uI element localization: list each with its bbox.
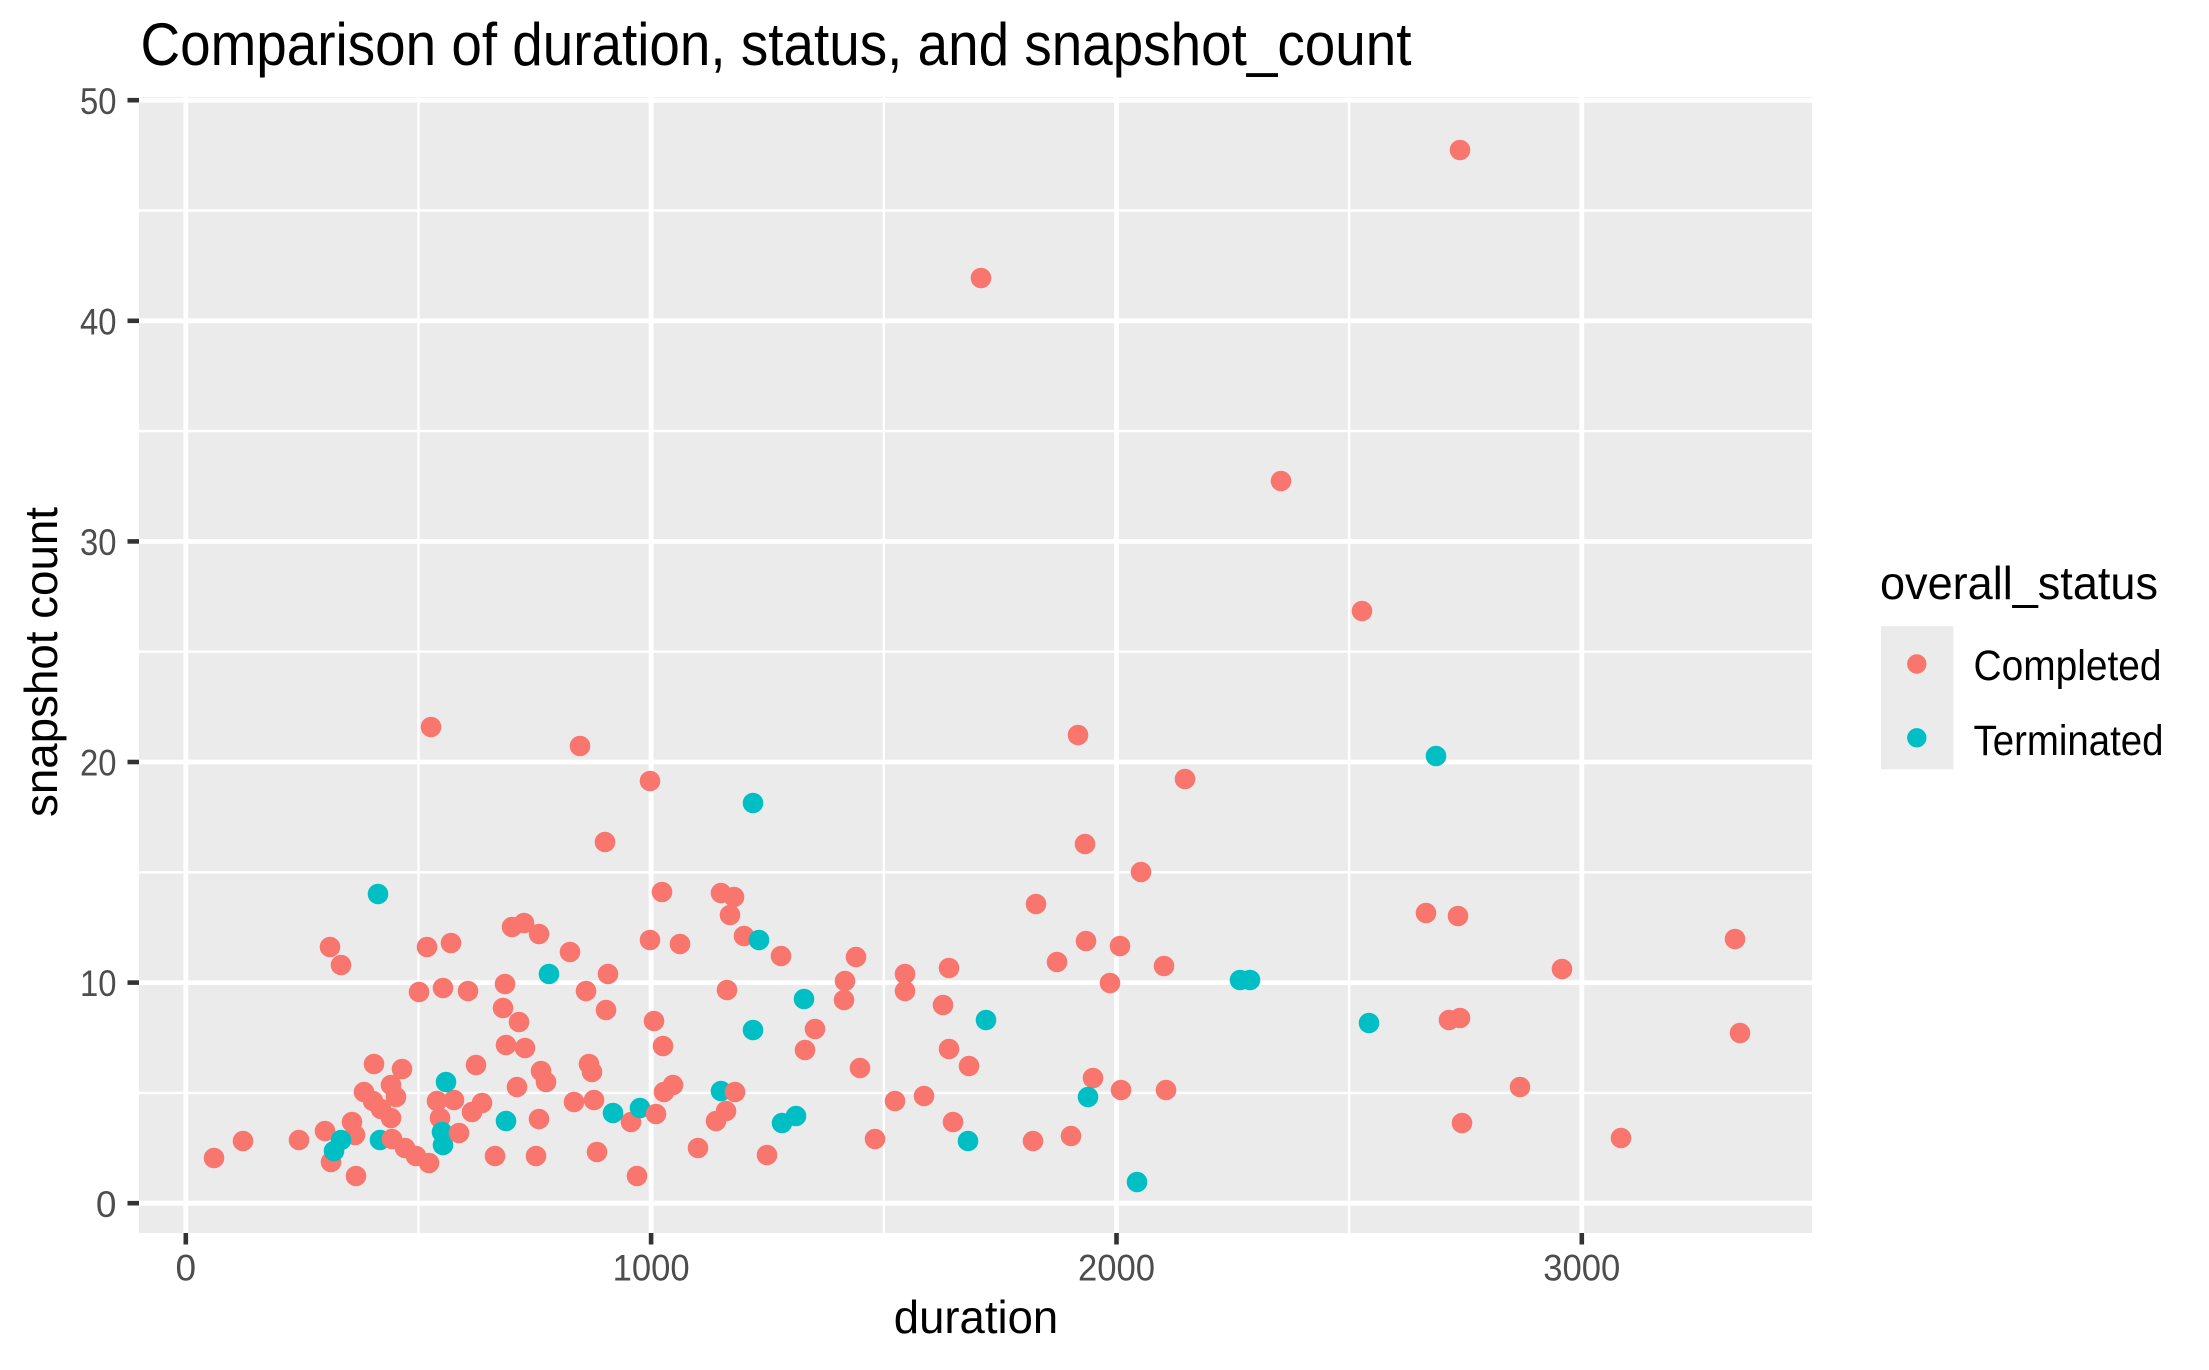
svg-text:2000: 2000: [1078, 1247, 1155, 1288]
svg-text:snapshot count: snapshot count: [15, 507, 67, 817]
svg-text:0: 0: [176, 1247, 197, 1288]
svg-text:20: 20: [80, 743, 117, 784]
svg-text:overall_status: overall_status: [1880, 557, 2158, 609]
svg-text:Terminated: Terminated: [1974, 717, 2164, 765]
svg-text:10: 10: [80, 963, 117, 1004]
svg-text:0: 0: [96, 1184, 117, 1225]
svg-text:50: 50: [80, 81, 117, 122]
svg-text:40: 40: [80, 301, 117, 342]
svg-text:3000: 3000: [1543, 1247, 1620, 1288]
svg-text:duration: duration: [894, 1291, 1058, 1343]
svg-text:30: 30: [80, 522, 117, 563]
svg-text:Comparison of duration, status: Comparison of duration, status, and snap…: [141, 11, 1412, 78]
svg-text:Completed: Completed: [1974, 642, 2162, 690]
svg-text:1000: 1000: [613, 1247, 690, 1288]
